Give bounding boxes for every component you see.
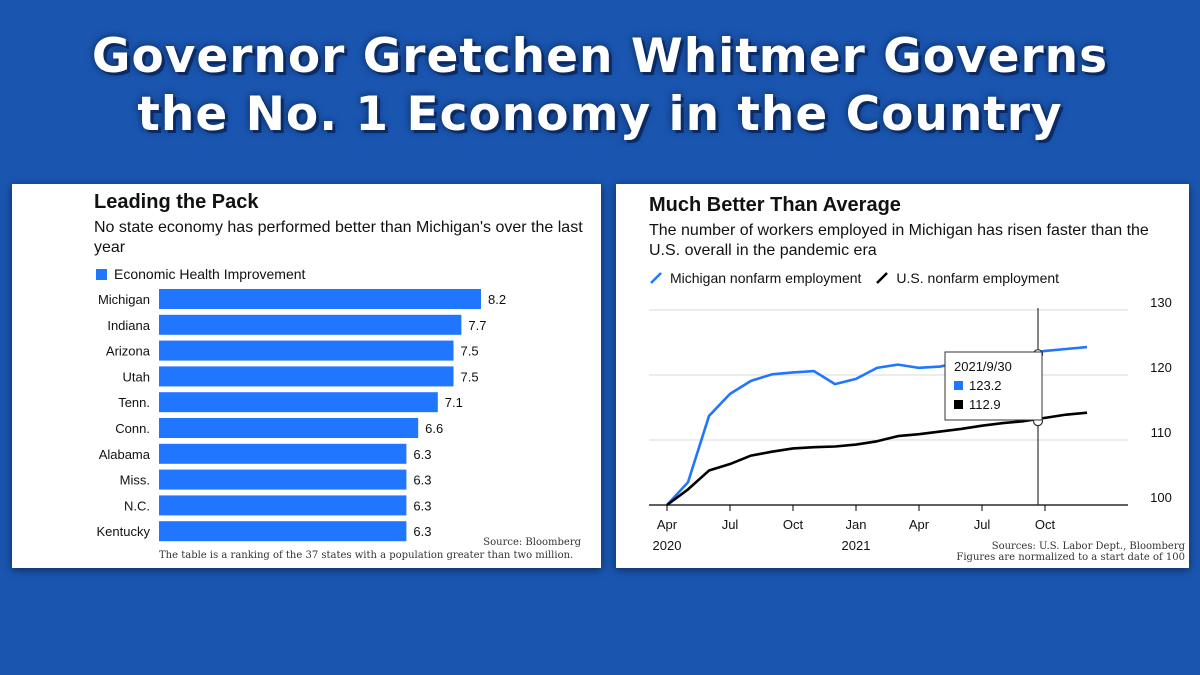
legend-michigan-label: Michigan nonfarm employment	[670, 270, 862, 286]
bar-value-label: 6.3	[413, 473, 431, 488]
bar-category-label: Kentucky	[97, 524, 151, 539]
y-tick-label: 110	[1151, 425, 1172, 440]
line-chart-note: Figures are normalized to a start date o…	[956, 552, 1185, 563]
x-year-label: 2020	[653, 538, 682, 553]
bar-value-label: 6.3	[413, 524, 431, 539]
line-chart-panel: Much Better Than Average The number of w…	[616, 184, 1189, 568]
tooltip-michigan-swatch	[954, 381, 963, 390]
bar	[159, 392, 438, 413]
bar-chart-note: The table is a ranking of the 37 states …	[159, 550, 574, 561]
headline-line-1: Governor Gretchen Whitmer Governs	[91, 29, 1109, 84]
bar-chart-panel: Leading the Pack No state economy has pe…	[12, 184, 601, 568]
line-chart-title: Much Better Than Average	[649, 194, 901, 216]
bar-value-label: 7.5	[461, 344, 479, 359]
y-tick-label: 120	[1150, 360, 1172, 375]
bar	[159, 469, 407, 490]
x-tick-label: Apr	[657, 517, 678, 532]
line-chart-plot: 100 110 120 130 Apr 2020 Jul Oct Jan 2021 Apr Jul Oc…	[649, 295, 1172, 553]
us-series-line	[666, 411, 1088, 507]
legend-michigan-swatch	[650, 272, 662, 284]
tooltip-us-value: 112.9	[969, 397, 1001, 412]
y-tick-label: 130	[1150, 295, 1172, 310]
bar-chart-plot: Michigan 8.2 Indiana 7.7 Arizona 7.5 Utah 7.5 Te…	[97, 289, 506, 542]
bar	[159, 366, 454, 387]
bar-category-label: Miss.	[120, 473, 150, 488]
bar-value-label: 7.7	[468, 318, 486, 333]
x-tick-label: Apr	[909, 517, 930, 532]
bar-chart-title: Leading the Pack	[94, 191, 259, 213]
bar	[159, 289, 481, 309]
line-chart-source: Sources: U.S. Labor Dept., Bloomberg	[991, 541, 1185, 552]
legend-us-swatch	[876, 272, 889, 284]
bar	[159, 495, 407, 516]
bar-chart-legend: Economic Health Improvement	[96, 266, 305, 282]
tooltip-date: 2021/9/30	[954, 359, 1012, 374]
bar-category-label: N.C.	[124, 498, 150, 513]
x-tick-label: Jan	[846, 517, 867, 532]
line-chart-subtitle: The number of workers employed in Michig…	[649, 222, 1149, 259]
headline: Governor Gretchen Whitmer Governs the No…	[0, 28, 1200, 144]
bar-chart-legend-label: Economic Health Improvement	[114, 266, 306, 282]
bar	[159, 314, 462, 335]
headline-line-2: the No. 1 Economy in the Country	[137, 87, 1063, 142]
bar-value-label: 7.1	[445, 395, 463, 410]
bar-category-label: Tenn.	[118, 395, 150, 410]
x-year-label: 2021	[842, 538, 871, 553]
bar	[159, 418, 419, 438]
bar-category-label: Alabama	[99, 447, 151, 462]
x-tick-label: Oct	[1035, 517, 1056, 532]
bar-category-label: Arizona	[106, 344, 151, 359]
bar-chart-source: Source: Bloomberg	[483, 537, 581, 548]
bar-category-label: Indiana	[107, 318, 150, 333]
bar	[159, 340, 454, 361]
bar-value-label: 6.3	[413, 498, 431, 513]
tooltip-us-swatch	[954, 400, 963, 409]
legend-swatch	[96, 268, 107, 280]
bar-value-label: 6.6	[425, 421, 443, 436]
bar-category-label: Michigan	[98, 292, 150, 307]
x-tick-label: Jul	[974, 517, 991, 532]
x-tick-label: Jul	[722, 517, 739, 532]
bar	[159, 521, 407, 542]
bar-chart-subtitle: No state economy has performed better th…	[94, 219, 583, 256]
bar-category-label: Utah	[123, 369, 150, 384]
legend-us-label: U.S. nonfarm employment	[896, 270, 1060, 286]
bar-category-label: Conn.	[115, 421, 150, 436]
y-tick-label: 100	[1150, 490, 1172, 505]
bar	[159, 443, 407, 464]
bar-value-label: 7.5	[461, 369, 479, 384]
bar-value-label: 6.3	[413, 447, 431, 462]
x-tick-label: Oct	[783, 517, 804, 532]
bar-value-label: 8.2	[488, 292, 506, 307]
tooltip-michigan-value: 123.2	[969, 378, 1002, 393]
line-chart-legend: Michigan nonfarm employment U.S. nonfarm…	[649, 270, 1059, 286]
